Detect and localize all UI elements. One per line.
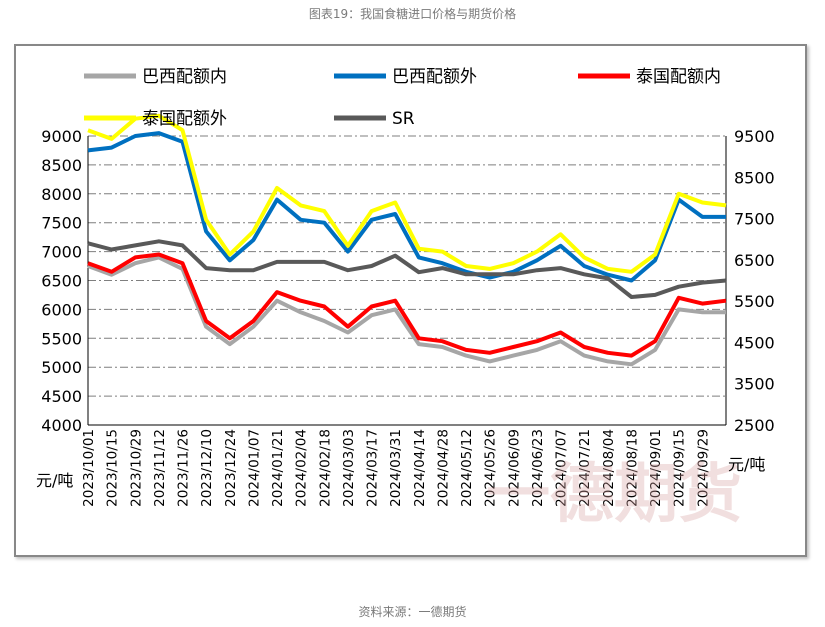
y-right-tick-label: 7500 (734, 210, 775, 229)
x-tick-label: 2024/04/14 (412, 429, 428, 507)
y-left-tick-label: 4500 (41, 387, 82, 406)
watermark-text: 一德期货 (486, 457, 742, 532)
x-tick-label: 2024/02/04 (294, 429, 310, 507)
y-right-tick-label: 9500 (734, 127, 775, 146)
y-left-tick-label: 8500 (41, 156, 82, 175)
x-tick-label: 2024/09/15 (672, 429, 688, 507)
x-tick-label: 2024/08/04 (601, 429, 617, 507)
y-right-tick-label: 4500 (734, 333, 775, 352)
x-tick-label: 2024/01/07 (246, 429, 262, 507)
y-right-tick-label: 8500 (734, 168, 775, 187)
left-unit-label: 元/吨 (36, 471, 73, 490)
x-tick-label: 2023/10/29 (128, 429, 144, 507)
series-lines (87, 113, 727, 367)
y-right-tick-label: 5500 (734, 292, 775, 311)
x-tick-label: 2023/10/15 (105, 429, 121, 507)
y-left-tick-label: 5000 (41, 358, 82, 377)
x-tick-label: 2024/08/18 (624, 429, 640, 507)
x-tick-label: 2023/12/10 (199, 429, 215, 507)
x-tick-label: 2023/11/26 (176, 429, 192, 507)
y-left-tick-label: 6000 (41, 300, 82, 319)
x-tick-label: 2024/06/23 (530, 429, 546, 507)
series-line-1 (87, 255, 726, 367)
y-left-tick-label: 7500 (41, 214, 82, 233)
chart-svg: 4000 4500 5000 5500 6000 6500 7000 7500 8000 8500… (36, 67, 775, 532)
x-tick-label: 2023/10/01 (81, 429, 97, 507)
right-unit-label: 元/吨 (728, 455, 765, 474)
x-tick-label: 2024/09/29 (695, 429, 711, 507)
legend-label: 泰国配额外 (142, 109, 227, 129)
x-tick-label: 2023/11/12 (152, 429, 168, 507)
y-right-tick-label: 6500 (734, 251, 775, 270)
x-tick-label: 2024/03/17 (365, 429, 381, 507)
legend-label: 巴西配额外 (392, 67, 477, 87)
x-tick-label: 2024/05/12 (459, 429, 475, 507)
x-tick-label: 2023/12/24 (223, 429, 239, 507)
x-tick-label: 2024/09/01 (648, 429, 664, 507)
series-line-3 (87, 252, 727, 358)
y-left-tick-label: 8000 (41, 185, 82, 204)
y-left-tick-label: 9000 (41, 127, 82, 146)
x-tick-label: 2024/07/07 (554, 429, 570, 507)
source-note: 资料来源：一德期货 (358, 605, 467, 619)
series-line-4 (87, 113, 727, 274)
x-tick-label: 2024/01/21 (270, 429, 286, 507)
x-tick-label: 2024/03/31 (388, 429, 404, 507)
tick-labels: 4000 4500 5000 5500 6000 6500 7000 7500 8000 8500… (41, 127, 774, 507)
x-tick-label: 2024/06/09 (506, 429, 522, 507)
chart-frame: 4000 4500 5000 5500 6000 6500 7000 7500 8000 8500… (14, 44, 807, 557)
grid-lines (88, 135, 726, 397)
y-right-tick-label: 2500 (734, 416, 775, 435)
watermark: 一德期货 (486, 457, 742, 532)
y-left-tick-label: 6500 (41, 272, 82, 291)
x-tick-label: 2024/02/18 (317, 429, 333, 507)
x-tick-label: 2024/05/26 (483, 429, 499, 507)
x-tick-label: 2024/04/28 (435, 429, 451, 507)
y-right-tick-label: 3500 (734, 375, 775, 394)
legend-label: SR (392, 109, 415, 129)
y-left-tick-label: 4000 (41, 416, 82, 435)
y-left-tick-label: 5500 (41, 329, 82, 348)
x-tick-label: 2024/07/21 (577, 429, 593, 507)
x-tick-label: 2024/03/03 (341, 429, 357, 507)
legend-label: 巴西配额内 (142, 67, 227, 87)
figure-caption: 图表19：我国食糖进口价格与期货价格 (308, 7, 517, 21)
legend-label: 泰国配额内 (636, 67, 721, 87)
series-line-2 (87, 131, 726, 283)
series-line-5 (87, 239, 727, 299)
y-left-tick-label: 7000 (41, 243, 82, 262)
